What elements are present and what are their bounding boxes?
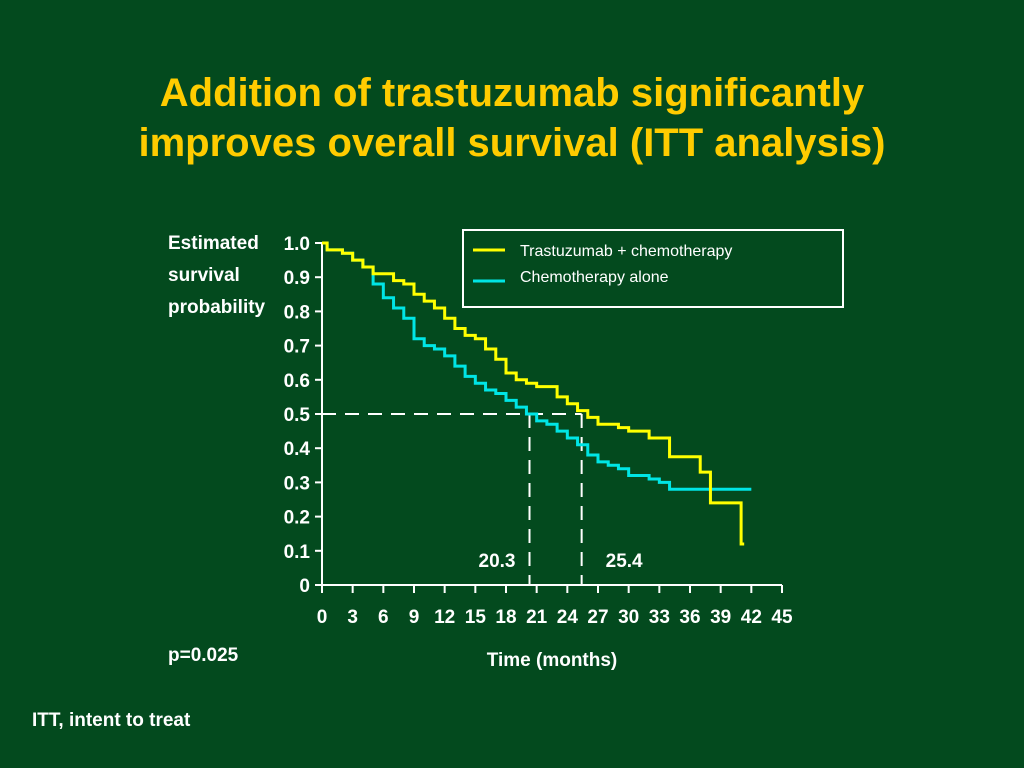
y-axis-label-line-2: survival (168, 265, 240, 286)
x-tick-label: 33 (649, 607, 670, 628)
x-tick-label: 39 (710, 607, 731, 628)
y-tick-label: 0.9 (284, 268, 310, 289)
y-tick-label: 0 (299, 576, 310, 597)
x-tick-label: 6 (378, 607, 389, 628)
y-tick-label: 0.1 (284, 542, 311, 563)
x-tick-label: 30 (618, 607, 639, 628)
y-tick-label: 0.7 (284, 337, 310, 358)
legend-box (462, 229, 844, 308)
y-tick-label: 0.6 (284, 371, 310, 392)
median-label: 25.4 (606, 551, 643, 572)
x-tick-label: 21 (526, 607, 548, 628)
y-axis-label-line-1: Estimated (168, 233, 259, 254)
median-reference-lines: 20.3 25.4 (322, 413, 643, 585)
footnote: ITT, intent to treat (32, 710, 191, 731)
survival-curves (322, 241, 752, 546)
slide-title: Addition of trastuzumab significantly im… (0, 68, 1024, 168)
x-axis-label: Time (months) (487, 650, 618, 671)
legend-label-chemo: Chemotherapy alone (520, 269, 669, 286)
y-tick-label: 0.2 (284, 508, 310, 529)
x-tick-label: 12 (434, 607, 455, 628)
chemo-curve (322, 241, 752, 491)
median-label: 20.3 (479, 551, 516, 572)
p-value: p=0.025 (168, 645, 239, 666)
x-tick-label: 36 (679, 607, 700, 628)
x-tick-label: 45 (771, 607, 793, 628)
chart-axes: 00.10.20.30.40.50.60.70.80.91.00 3 6 9 12 15 1… (284, 234, 793, 628)
x-tick-label: 24 (557, 607, 579, 628)
y-tick-label: 0.4 (284, 439, 311, 460)
legend-label-trastuzumab: Trastuzumab + chemotherapy (520, 243, 732, 260)
x-tick-label: 27 (587, 607, 608, 628)
slide-title-line-2: improves overall survival (ITT analysis) (138, 121, 886, 165)
trastuzumab-curve (322, 241, 745, 546)
y-tick-label: 0.8 (284, 302, 310, 323)
chart-legend: Trastuzumab + chemotherapy Chemotherapy … (462, 229, 844, 308)
slide-title-line-1: Addition of trastuzumab significantly (159, 71, 865, 115)
y-tick-label: 1.0 (284, 234, 310, 255)
x-tick-label: 9 (409, 607, 420, 628)
y-tick-label: 0.3 (284, 473, 310, 494)
x-tick-label: 3 (347, 607, 358, 628)
x-tick-label: 42 (741, 607, 762, 628)
y-tick-label: 0.5 (284, 405, 311, 426)
x-tick-label: 15 (465, 607, 487, 628)
x-tick-label: 18 (495, 607, 516, 628)
y-axis-label-line-3: probability (168, 297, 266, 318)
x-tick-label: 0 (317, 607, 328, 628)
